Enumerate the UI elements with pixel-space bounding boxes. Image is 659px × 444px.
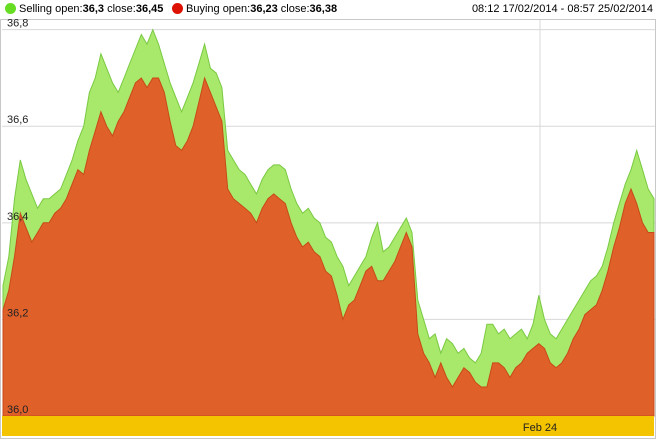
buying-open-value: 36,23 <box>250 3 278 15</box>
x-tick-label: Feb 24 <box>523 422 557 434</box>
selling-dot-icon <box>5 3 16 14</box>
plot-border <box>0 19 656 439</box>
selling-close-label: close: <box>104 3 136 15</box>
buying-dot-icon <box>172 3 183 14</box>
selling-open-value: 36,3 <box>82 3 105 15</box>
selling-close-value: 36,45 <box>135 3 164 15</box>
buying-close-value: 36,38 <box>309 3 338 15</box>
selling-label: Selling open: <box>19 3 83 15</box>
y-tick-label: 36,2 <box>7 307 28 319</box>
legend-selling[interactable]: Selling open:36,3 close:36,45 <box>5 3 163 16</box>
y-tick-label: 36,4 <box>7 211 28 223</box>
xtick-layer: Feb 24 <box>523 422 557 434</box>
buying-area <box>2 76 655 417</box>
buying-label: Buying open: <box>186 3 251 15</box>
series-layer <box>2 28 655 417</box>
y-tick-label: 36,0 <box>7 404 28 416</box>
y-tick-label: 36,6 <box>7 114 28 126</box>
chart-header: Selling open:36,3 close:36,45 Buying ope… <box>0 0 659 19</box>
date-range: 08:12 17/02/2014 - 08:57 25/02/2014 <box>471 3 653 15</box>
legend-buying[interactable]: Buying open:36,23 close:36,38 <box>172 3 337 16</box>
timeline-bar[interactable] <box>2 416 654 436</box>
y-tick-label: 36,8 <box>7 18 28 30</box>
buying-close-label: close: <box>277 3 310 15</box>
label-layer: 36,0 36,2 36,4 36,6 36,8 <box>7 18 28 416</box>
